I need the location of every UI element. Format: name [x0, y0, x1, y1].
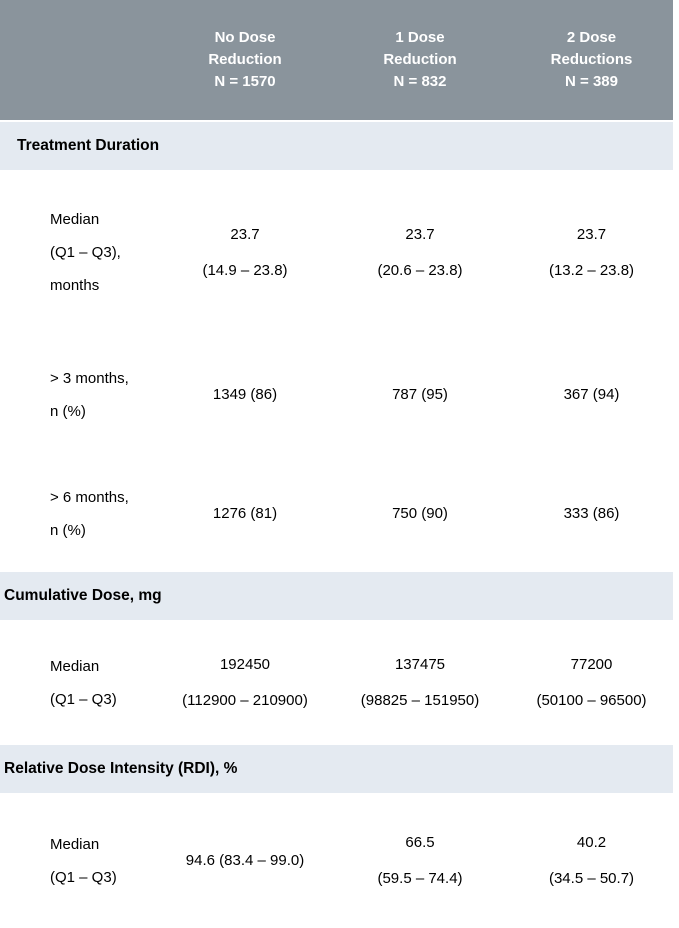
- data-cell: 750 (90): [330, 455, 510, 572]
- data-cell-line: 1349 (86): [212, 386, 278, 403]
- data-cell-line: 23.7: [576, 225, 607, 243]
- data-cell-line: 66.5: [405, 833, 435, 851]
- data-cell-line: (59.5 – 74.4): [377, 869, 463, 887]
- header-column-line: Reduction: [208, 51, 282, 68]
- data-cell: 787 (95): [330, 335, 510, 455]
- table-row: Median (Q1 – Q3), months 23.7 (14.9 – 23.8) 2…: [0, 170, 673, 335]
- header-spacer-cell: [0, 0, 160, 120]
- data-cell: 137475 (98825 – 151950): [330, 620, 510, 745]
- data-cell-line: 40.2: [576, 833, 607, 851]
- data-cell: 66.5 (59.5 – 74.4): [330, 793, 510, 928]
- data-cell-line: 137475: [394, 655, 446, 673]
- row-label: Median (Q1 – Q3): [0, 793, 160, 928]
- data-cell-line: 77200: [570, 655, 613, 673]
- data-cell: 192450 (112900 – 210900): [160, 620, 330, 745]
- data-cell: 1349 (86): [160, 335, 330, 455]
- section-header-band: Treatment Duration: [0, 122, 673, 170]
- data-cell-line: (14.9 – 23.8): [202, 261, 288, 279]
- header-column-line: Reductions: [550, 51, 633, 68]
- data-cell-line: (98825 – 151950): [360, 691, 480, 709]
- data-cell-line: (34.5 – 50.7): [548, 869, 635, 887]
- data-cell-line: 367 (94): [563, 386, 620, 403]
- header-column-line: N = 832: [393, 73, 447, 90]
- data-cell: 23.7 (14.9 – 23.8): [160, 170, 330, 335]
- row-label-line: Median: [50, 211, 100, 228]
- data-cell: 333 (86): [510, 455, 673, 572]
- data-cell: 367 (94): [510, 335, 673, 455]
- row-label-line: (Q1 – Q3): [50, 690, 117, 708]
- table-row: Median (Q1 – Q3) 192450 (112900 – 210900) 13…: [0, 620, 673, 745]
- data-cell-line: (13.2 – 23.8): [548, 261, 635, 279]
- row-label-line: (Q1 – Q3),: [50, 244, 121, 261]
- section-title: Relative Dose Intensity (RDI), %: [4, 760, 238, 777]
- data-cell: 40.2 (34.5 – 50.7): [510, 793, 673, 928]
- table-header-band: No Dose Reduction N = 1570 1 Dose Reduction N…: [0, 0, 673, 120]
- data-cell-line: (20.6 – 23.8): [377, 261, 463, 279]
- row-label-line: n (%): [50, 403, 86, 420]
- data-cell: 94.6 (83.4 – 99.0): [160, 793, 330, 928]
- row-label-line: > 6 months,: [50, 488, 129, 506]
- row-label-line: months: [50, 277, 100, 294]
- table-row: > 3 months, n (%) 1349 (86) 787 (95) 367 (94…: [0, 335, 673, 455]
- data-cell-line: 1276 (81): [212, 504, 278, 522]
- section-title: Cumulative Dose, mg: [4, 587, 162, 604]
- row-label: Median (Q1 – Q3), months: [0, 170, 160, 335]
- row-label-line: (Q1 – Q3): [50, 868, 117, 886]
- header-column: 1 Dose Reduction N = 832: [330, 0, 510, 120]
- row-label: > 3 months, n (%): [0, 335, 160, 455]
- header-column-line: Reduction: [383, 51, 457, 68]
- header-column: 2 Dose Reductions N = 389: [510, 0, 673, 120]
- data-cell-line: 23.7: [230, 225, 260, 243]
- data-cell-line: 750 (90): [392, 504, 448, 522]
- data-cell: 23.7 (13.2 – 23.8): [510, 170, 673, 335]
- row-label: Median (Q1 – Q3): [0, 620, 160, 745]
- data-cell-line: 192450: [219, 655, 271, 673]
- data-cell: 1276 (81): [160, 455, 330, 572]
- row-label-line: Median: [50, 657, 100, 675]
- header-column-line: 1 Dose: [395, 29, 445, 46]
- table-row: Median (Q1 – Q3) 94.6 (83.4 – 99.0) 66.5 (59…: [0, 793, 673, 928]
- header-column-line: No Dose: [214, 29, 276, 46]
- data-cell-line: 94.6 (83.4 – 99.0): [185, 851, 305, 869]
- data-cell-line: 23.7: [405, 225, 435, 243]
- data-cell-line: 333 (86): [563, 504, 620, 522]
- data-cell: 23.7 (20.6 – 23.8): [330, 170, 510, 335]
- table-row: > 6 months, n (%) 1276 (81) 750 (90) 333 (86…: [0, 455, 673, 572]
- row-label-line: n (%): [50, 521, 86, 539]
- row-label: > 6 months, n (%): [0, 455, 160, 572]
- section-header-band: Cumulative Dose, mg: [0, 572, 673, 620]
- header-column-line: N = 1570: [214, 73, 276, 90]
- row-label-line: > 3 months,: [50, 370, 129, 387]
- header-column-line: N = 389: [565, 73, 618, 90]
- section-header-band: Relative Dose Intensity (RDI), %: [0, 745, 673, 793]
- data-cell-line: (50100 – 96500): [536, 691, 647, 709]
- section-title: Treatment Duration: [17, 137, 160, 154]
- data-cell-line: (112900 – 210900): [182, 691, 308, 709]
- data-cell: 77200 (50100 – 96500): [510, 620, 673, 745]
- data-cell-line: 787 (95): [392, 386, 448, 403]
- header-column-line: 2 Dose: [566, 29, 617, 46]
- header-column: No Dose Reduction N = 1570: [160, 0, 330, 120]
- row-label-line: Median: [50, 835, 100, 853]
